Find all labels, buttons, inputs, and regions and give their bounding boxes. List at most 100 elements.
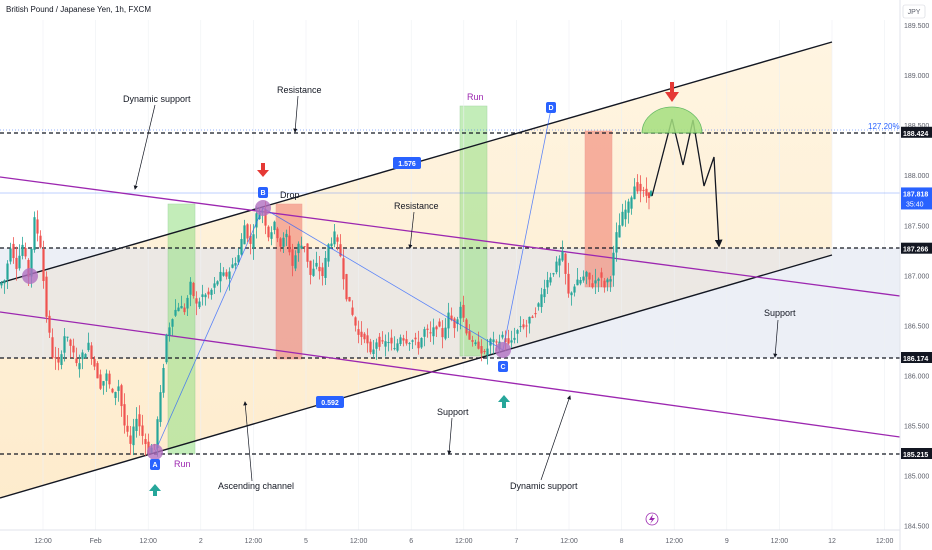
- currency-button[interactable]: JPY: [902, 4, 926, 19]
- ratio-label-1576: 1.576: [393, 157, 421, 169]
- candle-body: [582, 276, 585, 281]
- candle-body: [534, 313, 537, 315]
- candle-body: [294, 255, 297, 269]
- candle-body: [555, 261, 558, 273]
- candle-body: [114, 392, 117, 398]
- candle-body: [213, 283, 216, 288]
- candle-body: [102, 381, 105, 386]
- candle-body: [48, 315, 51, 333]
- dynamic-line-lower: [0, 311, 901, 438]
- annotation-run-1: Run: [467, 92, 484, 102]
- x-tick-label: 9: [725, 538, 729, 545]
- x-tick-label: 2: [199, 538, 203, 545]
- candle-body: [486, 348, 489, 356]
- candle-body: [252, 234, 255, 248]
- candle-body: [237, 255, 240, 263]
- candle-body: [285, 233, 288, 238]
- candle-body: [318, 266, 321, 272]
- candle-body: [207, 291, 210, 295]
- svg-text:A: A: [152, 462, 157, 469]
- candle-body: [174, 309, 177, 316]
- candle-body: [549, 277, 552, 283]
- candle-body: [267, 226, 270, 238]
- candle-body: [606, 279, 609, 283]
- candle-body: [198, 301, 201, 308]
- x-tick-label: 12:00: [560, 538, 578, 545]
- candle-body: [420, 338, 423, 348]
- y-tick-label: 189.000: [904, 73, 929, 80]
- candle-body: [306, 243, 309, 262]
- candle-body: [570, 292, 573, 296]
- candle-body: [234, 263, 237, 266]
- candle-body: [636, 182, 639, 192]
- candle-body: [501, 334, 504, 338]
- candle-body: [468, 331, 471, 340]
- point-label-d: D: [546, 102, 556, 113]
- candle-body: [321, 267, 324, 277]
- candle-body: [591, 283, 594, 288]
- candle-body: [75, 358, 78, 364]
- point-label-b: B: [258, 187, 268, 198]
- candle-body: [255, 213, 258, 228]
- candle-body: [345, 274, 348, 300]
- candle-body: [447, 312, 450, 329]
- candle-body: [366, 335, 369, 344]
- candle-body: [381, 340, 384, 342]
- candle-body: [438, 321, 441, 327]
- candle-body: [156, 419, 159, 449]
- candle-body: [453, 318, 456, 329]
- price-label: 185.215: [901, 448, 932, 459]
- annotation-support-2: Support: [437, 407, 469, 417]
- candle-body: [540, 294, 543, 308]
- candle-body: [387, 342, 390, 344]
- annotation-support-1: Support: [764, 308, 796, 318]
- candle-body: [111, 388, 114, 393]
- candle-body: [615, 232, 618, 253]
- lightning-icon[interactable]: [645, 512, 659, 526]
- candle-body: [537, 303, 540, 307]
- y-tick-label: 186.500: [904, 323, 929, 330]
- candle-body: [483, 350, 486, 353]
- candle-body: [159, 392, 162, 423]
- candle-body: [627, 201, 630, 213]
- candle-body: [543, 288, 546, 298]
- candle-body: [3, 280, 6, 284]
- candle-body: [372, 349, 375, 355]
- candle-body: [291, 249, 294, 266]
- price-label: 186.174: [901, 352, 932, 364]
- annotation-pointers: [133, 95, 779, 482]
- x-tick-label: 6: [409, 538, 413, 545]
- candle-body: [465, 319, 468, 334]
- candle-body: [309, 260, 312, 275]
- price-label: 188.424: [901, 126, 932, 138]
- candle-body: [597, 278, 600, 281]
- point-label-a: A: [150, 459, 160, 470]
- x-tick-label: 5: [304, 538, 308, 545]
- svg-text:0.592: 0.592: [321, 400, 339, 407]
- candle-body: [621, 211, 624, 226]
- candle-body: [123, 404, 126, 426]
- candle-body: [81, 352, 84, 360]
- candle-body: [105, 373, 108, 381]
- candle-body: [564, 253, 567, 274]
- candle-body: [630, 197, 633, 209]
- candle-body: [333, 231, 336, 245]
- candle-body: [573, 286, 576, 293]
- y-tick-label: 185.500: [904, 423, 929, 430]
- consolidation-band: [0, 248, 900, 358]
- candle-body: [645, 188, 648, 196]
- candle-body: [297, 243, 300, 254]
- candle-body: [390, 337, 393, 344]
- candle-body: [378, 336, 381, 347]
- candle-body: [348, 296, 351, 302]
- candle-body: [513, 337, 516, 340]
- annotation-drop: Drop: [280, 190, 300, 200]
- candle-body: [177, 307, 180, 312]
- candle-body: [204, 294, 207, 298]
- candle-body: [225, 272, 228, 277]
- candle-body: [276, 228, 279, 239]
- candle-body: [231, 264, 234, 268]
- candle-body: [99, 374, 102, 389]
- candle-body: [369, 341, 372, 353]
